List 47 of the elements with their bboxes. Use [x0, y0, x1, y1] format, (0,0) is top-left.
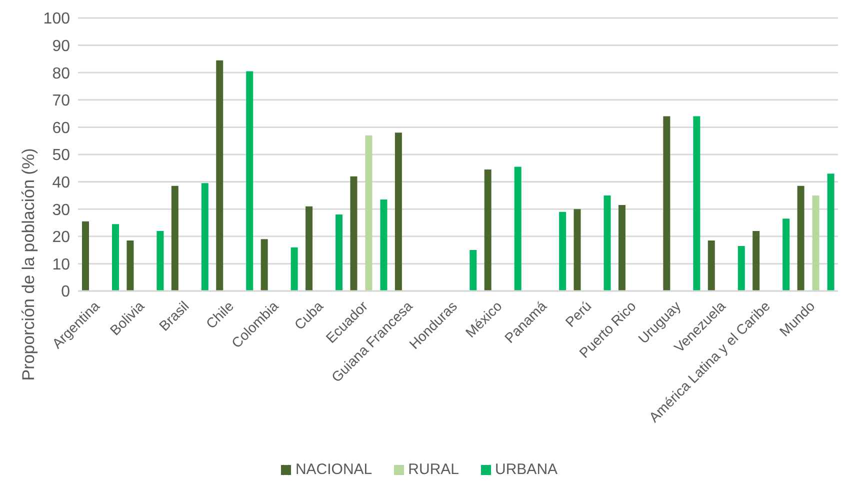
- y-tick-label: 10: [52, 256, 70, 274]
- bar: [812, 195, 820, 291]
- bar: [380, 200, 388, 291]
- bar: [336, 214, 343, 291]
- bar: [484, 170, 492, 291]
- bar: [216, 60, 224, 291]
- legend-label: RURAL: [408, 461, 460, 478]
- legend-label: URBANA: [495, 461, 558, 478]
- bar: [574, 209, 581, 291]
- bar: [782, 218, 790, 291]
- bar: [693, 116, 700, 291]
- bar: [470, 250, 477, 291]
- bar: [171, 186, 178, 291]
- y-tick-label: 60: [52, 120, 70, 137]
- y-tick-label: 50: [52, 147, 70, 164]
- bar: [738, 246, 745, 291]
- legend-label: NACIONAL: [295, 461, 372, 478]
- y-tick-label: 100: [43, 10, 70, 28]
- y-tick-label: 70: [52, 92, 70, 110]
- y-tick-label: 20: [52, 229, 70, 246]
- y-tick-label: 0: [61, 284, 70, 301]
- bar: [708, 240, 715, 291]
- bar: [663, 116, 670, 291]
- bar: [618, 205, 626, 291]
- bar: [306, 206, 313, 291]
- bar: [156, 230, 164, 291]
- bar: [827, 174, 834, 291]
- bar: [559, 212, 566, 291]
- y-tick-label: 40: [52, 174, 70, 192]
- bar: [514, 166, 522, 291]
- bar: [752, 230, 760, 291]
- y-tick-label: 30: [52, 202, 70, 219]
- bar: [604, 195, 611, 291]
- y-axis-title: Proporción de la población (%): [19, 148, 38, 381]
- bar: [394, 132, 402, 291]
- bar: [260, 239, 268, 291]
- bar: [365, 135, 372, 291]
- bar: [246, 71, 254, 291]
- bar: [82, 221, 89, 291]
- bar: [290, 247, 298, 291]
- bar: [112, 224, 119, 291]
- bar: [126, 240, 134, 291]
- bar: [201, 183, 208, 291]
- bar: [797, 186, 804, 291]
- y-tick-label: 80: [52, 65, 70, 82]
- y-tick-label: 90: [52, 38, 70, 55]
- bar: [350, 176, 358, 291]
